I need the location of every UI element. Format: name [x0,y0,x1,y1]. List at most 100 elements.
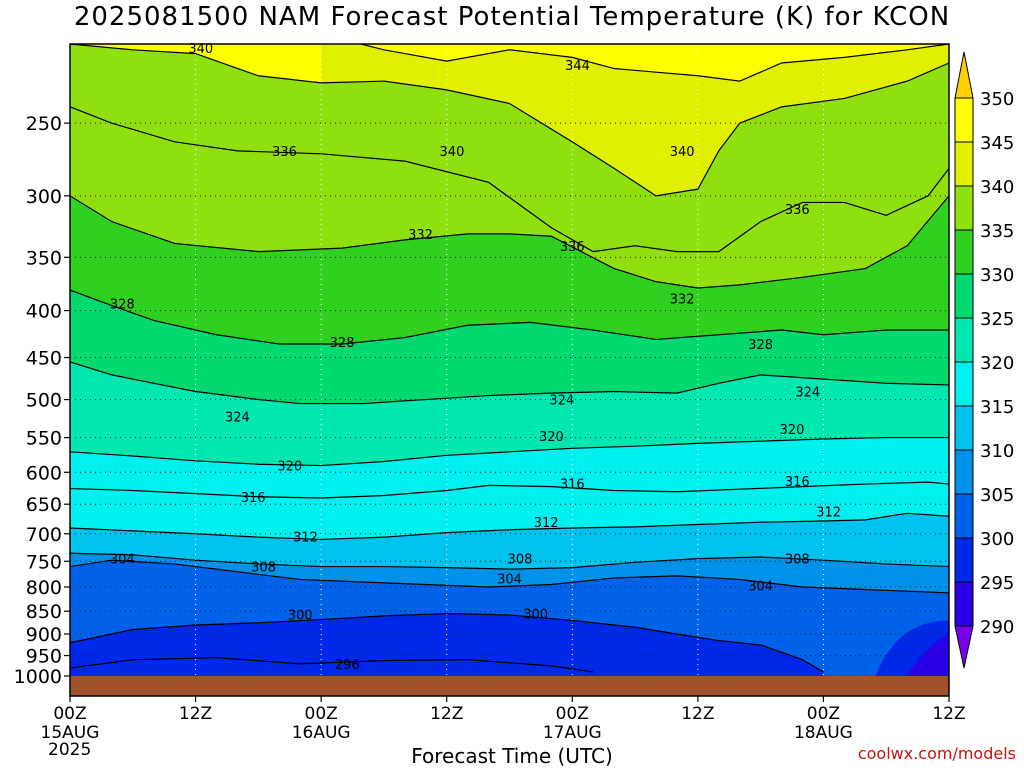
y-tick-label: 750 [26,551,62,573]
contour-label: 336 [785,203,810,218]
contour-label: 316 [241,491,266,506]
contour-label: 304 [748,580,773,595]
contour-label: 332 [408,228,433,243]
contour-line-324 [70,361,949,405]
y-tick-label: 450 [26,348,62,370]
contour-label: 340 [670,145,695,160]
contour-line-312 [70,512,949,541]
colorbar-swatch [954,141,974,187]
contour-label: 340 [188,42,213,57]
contour-label: 308 [785,553,810,568]
contour-label: 340 [440,145,465,160]
contour-line-328 [70,289,949,345]
contour-label: 312 [293,531,318,546]
contour-label: 328 [110,298,135,313]
contour-line-300 [70,612,824,673]
y-tick-label: 500 [26,390,62,412]
colorbar-label: 340 [980,177,1014,198]
colorbar-swatch [954,449,974,495]
colorbar-swatch [954,537,974,583]
colorbar-swatch [954,581,974,627]
colorbar-extend-top [954,51,974,99]
y-tick-label: 950 [26,646,62,668]
contour-labels: 340 344 336 340 340 336 332 336 328 332 328 328 324 3… [110,42,841,673]
filled-contour-bands [70,44,949,676]
y-tick-label: 600 [26,462,62,484]
contour-label: 324 [549,394,574,409]
contour-label: 324 [795,386,820,401]
band-cold-pool-core [907,633,949,676]
colorbar-label: 315 [980,397,1014,418]
colorbar-label: 330 [980,265,1014,286]
x-axis-year-label: 2025 [48,740,92,760]
contour-label: 336 [560,240,585,255]
y-tick-label: 350 [26,247,62,269]
contour-line-340 [70,44,949,197]
colorbar-label: 345 [980,133,1014,154]
colorbar-label: 350 [980,89,1014,110]
x-tick-label: 12Z [932,704,965,724]
contour-lines [70,44,949,673]
colorbar-swatch [954,97,974,143]
contour-label: 328 [748,338,773,353]
x-date-label: 17AUG [543,723,602,743]
y-tick-label: 650 [26,494,62,516]
contour-label: 304 [110,553,135,568]
colorbar-swatch [954,361,974,407]
y-tick-label: 550 [26,428,62,450]
contour-label: 316 [560,477,585,492]
contour-label: 312 [534,516,559,531]
contour-label: 320 [277,460,302,475]
y-tick-label: 800 [26,577,62,599]
y-tick-label: 1000 [14,666,62,688]
x-date-label: 18AUG [794,723,853,743]
y-tick-label: 700 [26,524,62,546]
contour-label: 296 [335,658,360,673]
contour-label: 308 [251,561,276,576]
x-tick-label: 12Z [681,704,714,724]
contour-line-344 [358,44,949,82]
colorbar-label: 335 [980,221,1014,242]
colorbar-label: 325 [980,309,1014,330]
y-tick-label: 300 [26,186,62,208]
contour-line-304 [70,559,949,594]
x-date-label: 15AUG [41,723,100,743]
colorbar-swatch [954,405,974,451]
contour-line-332 [70,195,949,289]
contour-label: 312 [816,505,841,520]
y-tick-label: 250 [26,113,62,135]
contour-label: 308 [508,553,533,568]
x-tick-label: 12Z [179,704,212,724]
contour-label: 336 [272,145,297,160]
x-tick-label: 00Z [807,704,840,724]
contour-label: 320 [539,430,564,445]
contour-label: 344 [565,59,590,74]
contour-label: 300 [523,608,548,623]
contour-label: 324 [225,411,250,426]
contour-line-308 [70,552,949,570]
contour-label: 320 [780,423,805,438]
colorbar-label: 310 [980,441,1014,462]
x-axis-title: Forecast Time (UTC) [411,744,613,768]
colorbar: 290 295 300 305 310 315 320 325 330 335 340 345 350 [954,51,1014,669]
colorbar-swatch [954,185,974,231]
y-axis: 2503003504004505005506006507007508008509… [14,113,70,688]
colorbar-swatch [954,273,974,319]
colorbar-label: 290 [980,617,1014,638]
x-tick-label: 00Z [556,704,589,724]
plot-frame [69,43,950,697]
contour-label: 304 [497,572,522,587]
colorbar-extend-bottom [954,625,974,669]
x-tick-label: 00Z [53,704,86,724]
contour-label: 316 [785,475,810,490]
x-tick-label: 00Z [305,704,338,724]
x-date-label: 16AUG [292,723,351,743]
colorbar-swatch [954,229,974,275]
y-tick-label: 900 [26,624,62,646]
colorbar-label: 300 [980,529,1014,550]
contour-label: 328 [330,336,355,351]
contour-line-316 [70,481,949,499]
contour-line-320 [70,436,949,467]
contour-line-336 [70,106,949,253]
